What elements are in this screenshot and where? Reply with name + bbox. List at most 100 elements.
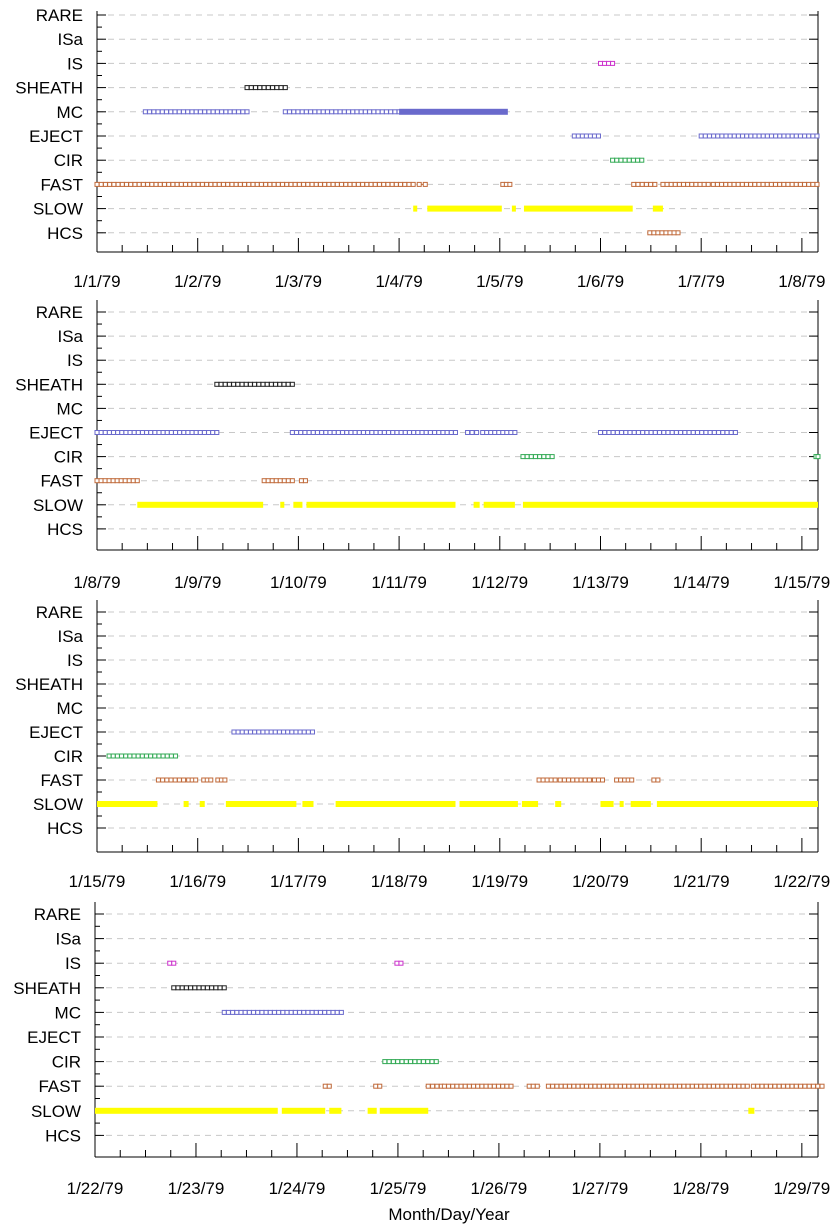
y-tick-label: IS [67,54,83,73]
x-tick-label: 1/24/79 [269,1179,326,1198]
y-tick-label: CIR [54,448,83,467]
segment-fast [215,777,228,783]
segment-slow [97,801,158,807]
segment-slow [306,501,456,508]
y-tick-label: ISa [57,327,83,346]
chart-panel-1: RARE ISa IS SHEATH MC EJECT CIR FAST SLOW HCS 1/1/… [15,6,825,291]
x-tick-label: 1/18/79 [371,872,428,891]
segment-fast [545,1083,750,1089]
segment-fast [750,1083,825,1089]
x-tick-label: 1/17/79 [270,872,327,891]
y-tick-label: ISa [55,930,81,949]
segment-slow [427,205,502,212]
x-tick-label: 1/15/79 [774,573,831,592]
segment-slow [630,801,651,807]
segment-slow [413,205,418,212]
y-tick-label: SHEATH [15,675,83,694]
segment-cir [813,454,821,460]
y-tick-label: CIR [54,151,83,170]
segment-slow [281,1107,326,1114]
segment-fast [651,777,661,783]
x-tick-label: 1/20/79 [572,872,629,891]
y-tick-label: MC [57,399,83,418]
segment-slow [137,501,264,508]
x-tick-label: 1/3/79 [275,272,322,291]
y-tick-label: EJECT [27,1028,81,1047]
x-tick-label: 1/11/79 [371,573,426,592]
segment-is [394,960,404,966]
segment-slow [379,1107,429,1114]
x-tick-label: 1/12/79 [471,573,528,592]
x-tick-label: 1/19/79 [471,872,528,891]
segment-slow [367,1107,377,1114]
segment-slow [522,501,818,508]
segment-sheath [214,381,295,387]
x-tick-label: 1/23/79 [168,1179,225,1198]
segment-slow [652,205,663,212]
segment-fast [94,478,140,484]
y-tick-label: FAST [40,771,83,790]
segment-fast [186,777,199,783]
y-tick-label: FAST [40,472,83,491]
segment-fast [373,1083,383,1089]
segment-fast [298,478,308,484]
x-axis-title: Month/Day/Year [388,1205,510,1224]
segment-fast [281,478,295,484]
segment-fast [710,181,820,187]
y-tick-label: EJECT [29,424,83,443]
segment-fast [500,181,513,187]
segment-slow [459,801,518,807]
x-tick-label: 1/27/79 [572,1179,629,1198]
x-tick-label: 1/15/79 [69,872,126,891]
y-tick-label: SLOW [31,1102,81,1121]
y-tick-label: SLOW [33,200,83,219]
y-tick-label: HCS [47,819,83,838]
segment-slow [483,501,515,508]
y-tick-label: SLOW [33,496,83,515]
x-tick-label: 1/4/79 [375,272,422,291]
y-tick-label: SLOW [33,795,83,814]
y-tick-label: EJECT [29,723,83,742]
segment-fast [591,777,606,783]
segment-slow [199,801,205,807]
x-tick-label: 1/10/79 [270,573,327,592]
y-tick-label: MC [57,103,83,122]
segment-fast [322,1083,332,1089]
y-tick-label: EJECT [29,127,83,146]
segment-fast [441,1083,514,1089]
y-tick-label: FAST [38,1077,81,1096]
y-tick-label: RARE [36,603,83,622]
x-tick-label: 1/6/79 [577,272,624,291]
y-tick-label: MC [55,1003,81,1022]
segment-fast [660,181,711,187]
segment-slow [183,801,189,807]
x-tick-label: 1/8/79 [73,573,120,592]
segment-slow [511,205,516,212]
segment-mc [399,108,508,115]
segment-eject [94,430,220,435]
segment-slow [293,501,303,508]
segment-eject [465,430,480,435]
segment-fast [536,777,558,783]
y-tick-label: MC [57,699,83,718]
segment-eject [698,133,820,139]
segment-eject [480,430,518,435]
segment-cir [520,454,555,460]
x-tick-label: 1/2/79 [174,272,221,291]
segment-fast [155,777,187,783]
x-tick-label: 1/21/79 [673,872,730,891]
segment-fast [416,181,428,187]
segment-slow [523,205,633,212]
y-tick-label: ISa [57,627,83,646]
segment-sheath [171,985,227,991]
y-tick-label: SHEATH [15,79,83,98]
segment-fast [94,181,416,187]
segment-fast [557,777,592,783]
segment-mc [142,109,250,115]
segment-slow [225,801,297,807]
x-tick-label: 1/28/79 [672,1179,729,1198]
segment-fast [614,777,624,783]
y-tick-label: IS [65,954,81,973]
x-tick-label: 1/14/79 [673,573,730,592]
x-tick-label: 1/1/79 [73,272,120,291]
